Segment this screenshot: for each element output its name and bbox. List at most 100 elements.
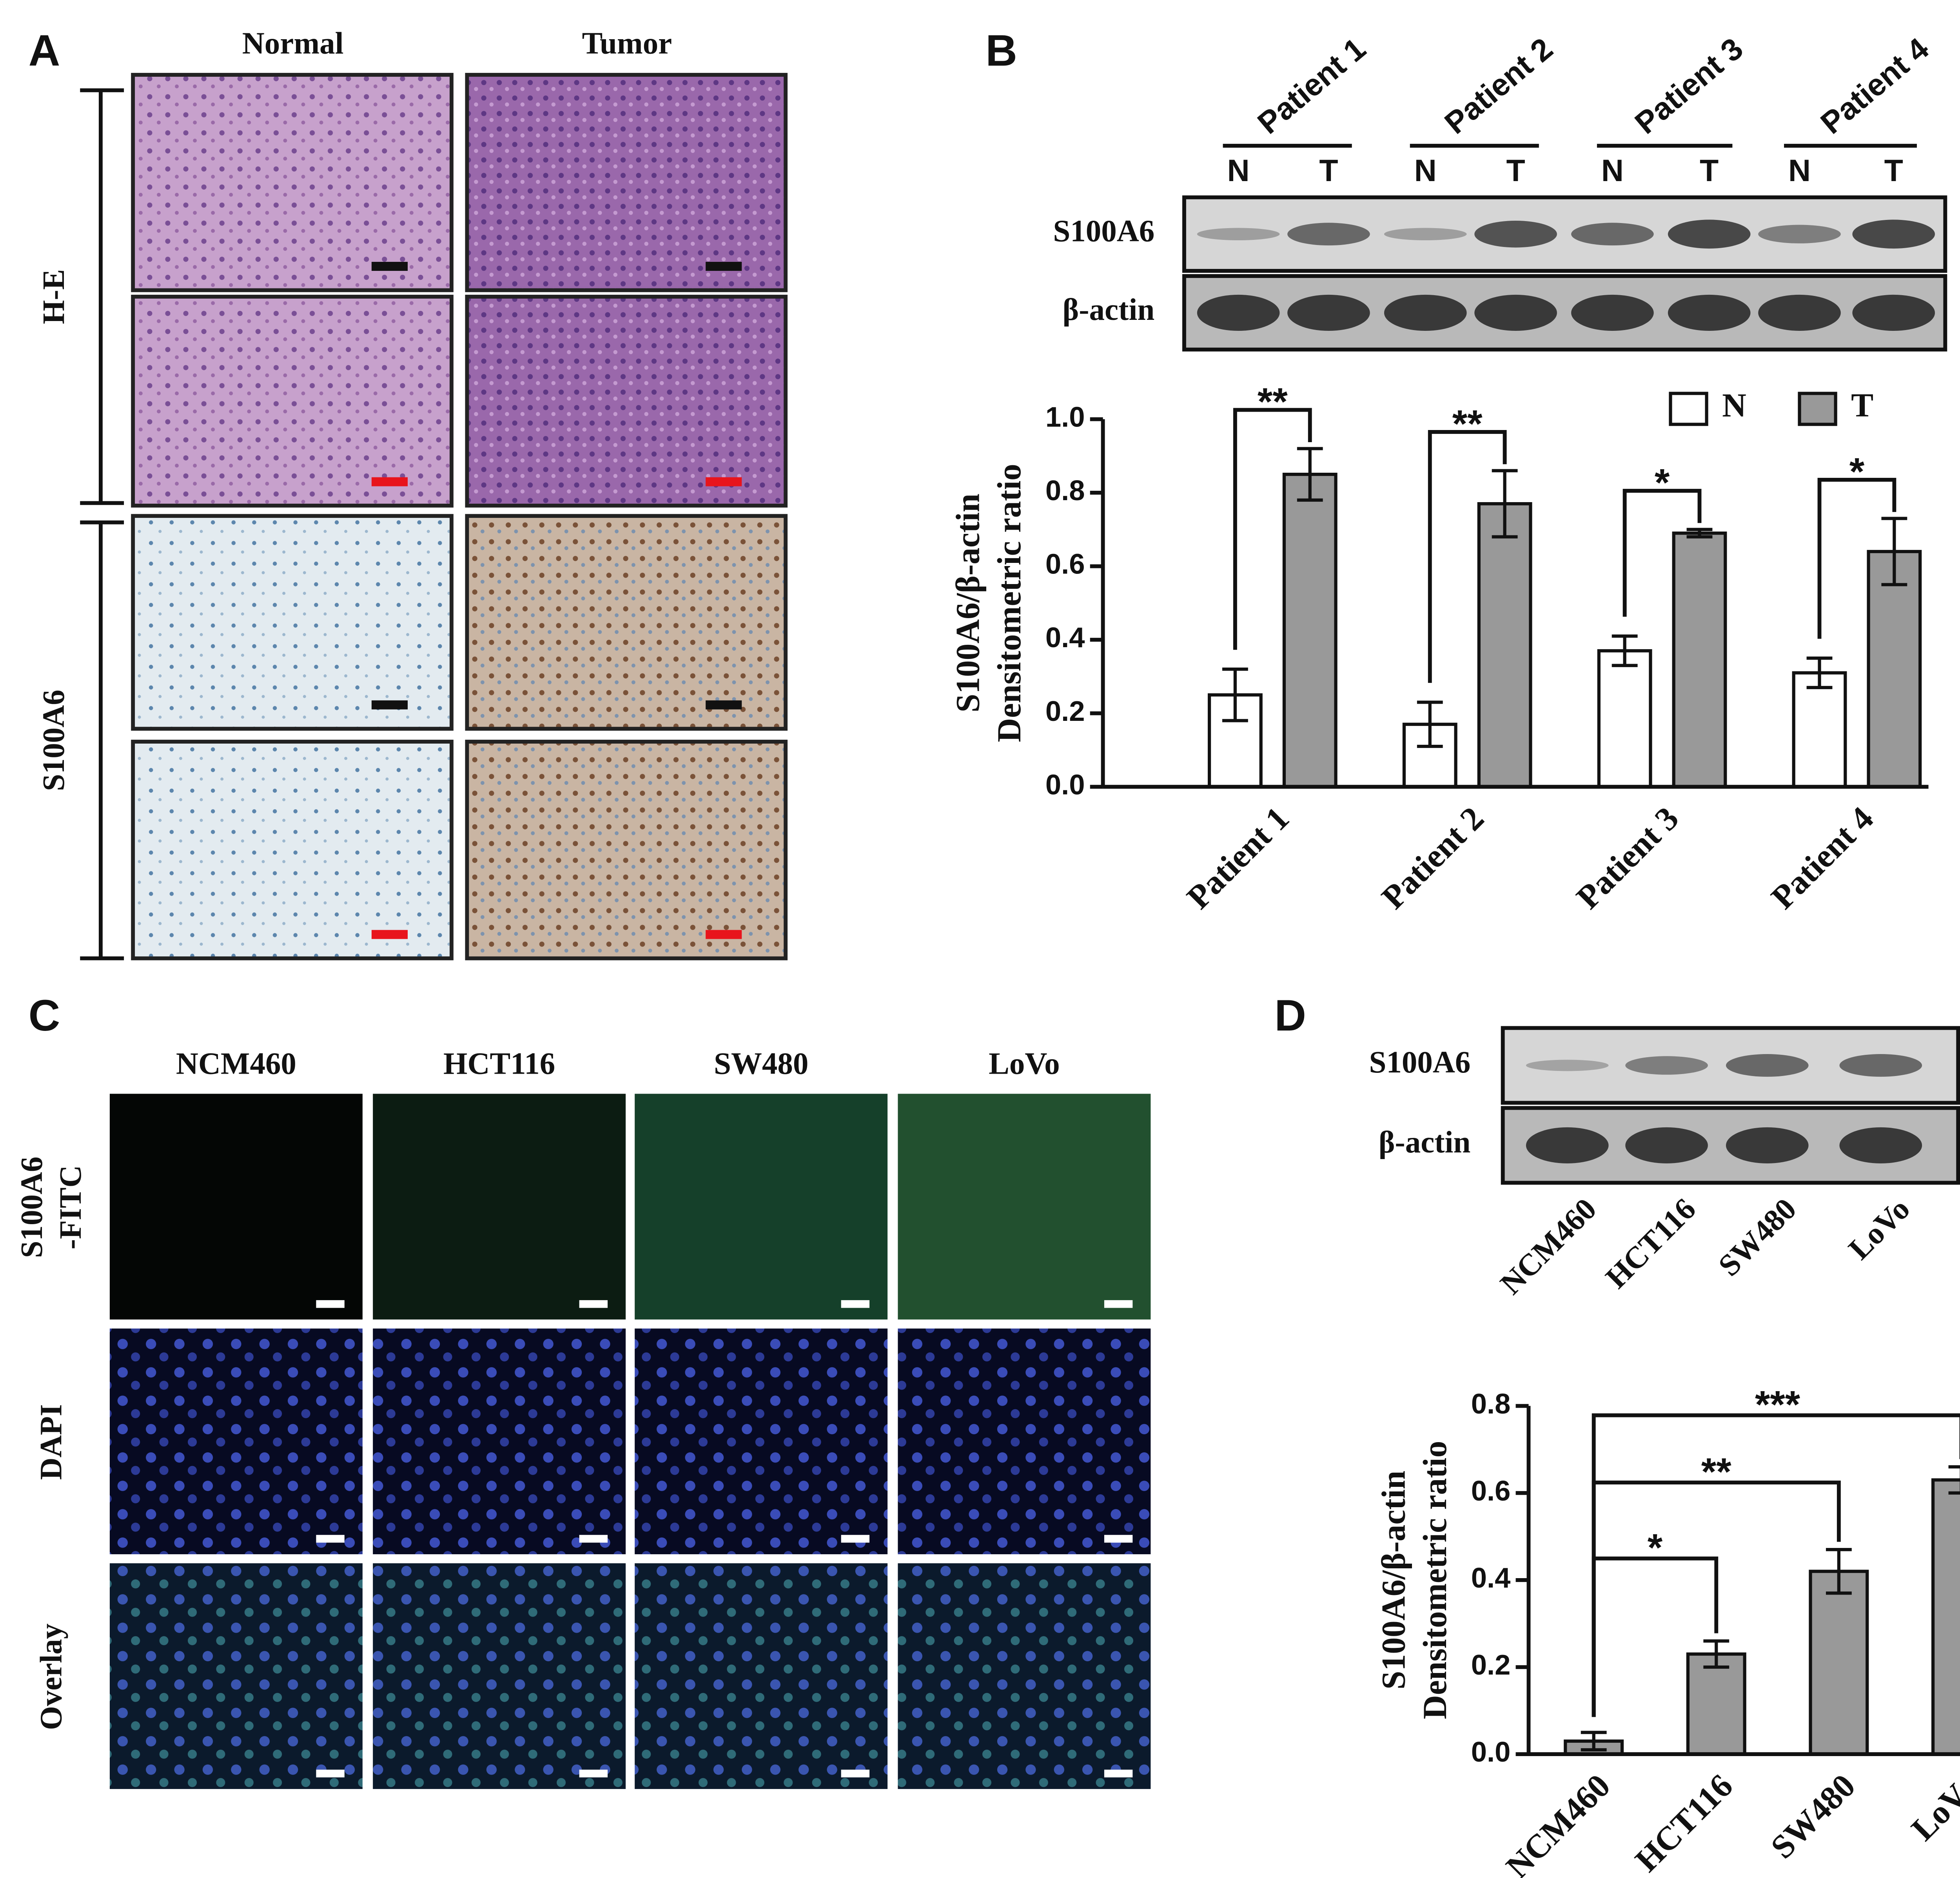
x-tick-label: Patient 4 [1764, 800, 1880, 916]
y-axis-label: S100A6/β-actin [949, 494, 987, 712]
blot-band [1726, 1127, 1809, 1164]
x-tick-label: SW480 [1764, 1767, 1862, 1866]
blot-band [1474, 221, 1557, 248]
y-axis-label: S100A6/β-actin [1375, 1471, 1412, 1689]
significance-label: ** [1701, 1450, 1731, 1493]
scale-bar [1104, 1535, 1133, 1543]
micrograph [131, 514, 454, 731]
micrograph [109, 1328, 363, 1555]
bar [1597, 649, 1652, 789]
scale-bar [706, 261, 742, 271]
panel-b: S100A6 β-actin N T N T N T N T Patient 1 Patient 2 P… [949, 31, 1947, 916]
row-label: H-E [37, 269, 71, 324]
y-tick-label: 1.0 [1045, 401, 1085, 433]
panel-label: C [29, 991, 60, 1040]
blot-band [1668, 294, 1751, 331]
lane-label: N [1788, 153, 1811, 188]
x-tick-label: Patient 2 [1374, 800, 1491, 916]
blot-band [1726, 1054, 1809, 1077]
legend-swatch [1798, 392, 1837, 426]
blot-band [1197, 228, 1280, 241]
panel-label: D [1274, 991, 1306, 1040]
micrograph [109, 1094, 363, 1320]
error-bar [1806, 656, 1833, 690]
y-tick-label: 0.2 [1471, 1649, 1511, 1681]
blot-band [1526, 1127, 1609, 1164]
y-tick-label: 0.6 [1045, 548, 1085, 580]
significance-label: * [1655, 461, 1670, 504]
error-bar [1826, 1548, 1852, 1595]
row-label: S100A6 [15, 1156, 49, 1258]
bar [1809, 1570, 1869, 1756]
panel-c: NCM460 HCT116 SW480 LoVo S100A6 -FITC DAPI Over… [15, 1047, 1151, 1789]
error-bar [1222, 668, 1248, 722]
legend-label: N [1722, 387, 1746, 424]
scale-bar [371, 477, 408, 486]
lane-label: LoVo [1842, 1192, 1916, 1267]
column-label: NCM460 [176, 1047, 296, 1081]
row-label: -FITC [54, 1165, 88, 1249]
micrograph [465, 740, 788, 960]
scale-bar [316, 1769, 345, 1778]
micrograph [465, 294, 788, 508]
scale-bar [1104, 1300, 1133, 1308]
row-label: S100A6 [37, 690, 71, 791]
lane-label: T [1884, 153, 1903, 188]
blot-band [1384, 294, 1467, 331]
error-bar [1703, 1639, 1730, 1669]
error-bar [1297, 447, 1323, 502]
significance-label: ** [1452, 402, 1483, 445]
significance-bracket [1622, 489, 1702, 617]
x-tick-label: Patient 1 [1180, 800, 1296, 916]
y-tick-label: 0.2 [1045, 695, 1085, 727]
panel-label: A [29, 26, 60, 75]
scale-bar [371, 261, 408, 271]
lane-label: HCT116 [1599, 1192, 1702, 1295]
micrograph [131, 294, 454, 508]
bar [1867, 550, 1922, 789]
micrograph [898, 1563, 1151, 1789]
blot-band [1197, 294, 1280, 331]
blot-band [1474, 294, 1557, 331]
bar [1931, 1478, 1960, 1756]
column-label: Normal [242, 27, 344, 61]
row-label: DAPI [34, 1404, 69, 1480]
blot-band [1839, 1054, 1922, 1077]
blot-band [1758, 294, 1841, 331]
y-tick-label: 0.8 [1045, 475, 1085, 506]
error-bar [1417, 700, 1443, 748]
micrograph [898, 1328, 1151, 1555]
blot-band [1571, 294, 1654, 331]
group-label: Patient 3 [1628, 31, 1749, 141]
scale-bar [579, 1535, 608, 1543]
scale-bar [1104, 1769, 1133, 1778]
scale-bar [706, 700, 742, 709]
significance-bracket [1592, 1413, 1960, 1717]
bar [1477, 502, 1532, 789]
y-tick-label: 0.4 [1471, 1562, 1511, 1594]
blot-band [1852, 294, 1935, 331]
significance-label: * [1648, 1526, 1663, 1569]
group-label: Patient 2 [1438, 31, 1559, 141]
micrograph [373, 1094, 626, 1320]
column-label: Tumor [582, 27, 672, 61]
significance-bracket [1428, 430, 1507, 683]
blot-band [1526, 1060, 1609, 1071]
blot-band [1287, 223, 1370, 246]
blot-band [1571, 223, 1654, 246]
y-axis-label: Densitometric ratio [1416, 1441, 1454, 1719]
micrograph [373, 1328, 626, 1555]
lane-label: N [1601, 153, 1624, 188]
error-bar [1612, 634, 1638, 667]
group-label: Patient 1 [1251, 31, 1372, 141]
group-label: Patient 4 [1814, 31, 1935, 141]
legend-label: T [1851, 387, 1873, 424]
micrograph [635, 1563, 888, 1789]
lane-label: NCM460 [1494, 1192, 1603, 1301]
micrograph [898, 1094, 1151, 1320]
scale-bar [841, 1769, 870, 1778]
scale-bar [841, 1300, 870, 1308]
scale-bar [579, 1300, 608, 1308]
